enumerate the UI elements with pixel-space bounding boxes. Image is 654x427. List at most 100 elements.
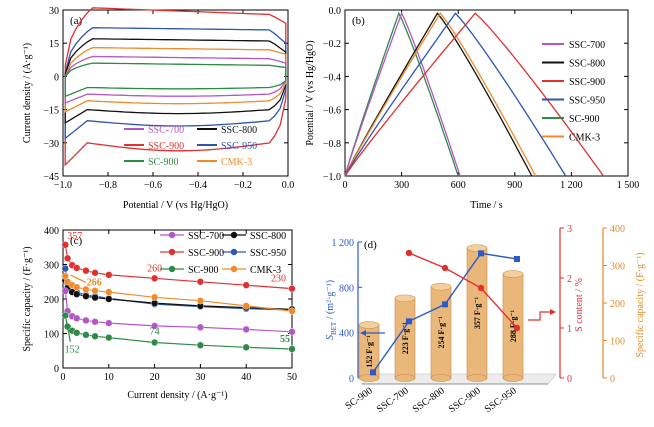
- gcd-xtick-label: 600: [451, 180, 466, 191]
- rate-point: [242, 325, 250, 333]
- capacity-bar-label: 223 F·g⁻¹: [401, 322, 410, 355]
- rate-legend-label: SSC-900: [188, 248, 224, 259]
- sbet-point: [478, 250, 484, 257]
- rate-point: [82, 316, 90, 324]
- capacity-tick-label: 300: [610, 262, 625, 273]
- bet-axis-label: SBET / (m²·g⁻¹): [325, 280, 338, 340]
- cv-legend-label: SSC-900: [148, 141, 184, 152]
- rate-legend-marker: [168, 248, 176, 256]
- cv-ytick-label: 15: [49, 39, 59, 50]
- cv-legend-label: SSC-700: [148, 125, 184, 136]
- rate-legend-marker: [230, 248, 238, 256]
- gcd-ytick-label: −1.0: [323, 172, 341, 183]
- rate-point: [91, 332, 99, 340]
- rate-legend-label: SSC-700: [188, 231, 224, 242]
- gcd-legend-label: SSC-900: [569, 77, 605, 88]
- rate-xtick-label: 0: [61, 372, 66, 383]
- sbet-point: [370, 369, 376, 376]
- rate-annotation: 266: [87, 277, 102, 288]
- rate-annotation: 152: [65, 345, 80, 356]
- category-label: SSC-900: [447, 385, 483, 415]
- rate-annotation: 55: [280, 334, 290, 345]
- cv-curve-cmk-3: [64, 46, 287, 113]
- rate-xtick-label: 40: [241, 372, 251, 383]
- cv-ytick-label: −30: [43, 139, 59, 150]
- cv-curve-ssc-950: [64, 27, 287, 140]
- rate-point: [151, 274, 159, 282]
- s-content-pointer-arrow: [528, 311, 552, 321]
- rate-annotation: 230: [271, 274, 286, 285]
- rate-point: [61, 287, 69, 295]
- rate-annotation: 260: [147, 263, 162, 274]
- cv-curve-ssc-800: [64, 38, 287, 125]
- rate-point: [105, 319, 113, 327]
- cv-xlabel: Potential / V (vs Hg/HgO): [123, 200, 228, 211]
- bet-tick-label: 1 200: [332, 238, 355, 249]
- rate-point: [61, 311, 69, 320]
- rate-ytick-label: 100: [44, 330, 59, 341]
- cv-ytick-label: −45: [43, 172, 59, 183]
- gcd-legend-label: SSC-800: [569, 59, 605, 70]
- capacity-tick-label: 400: [610, 224, 625, 235]
- rate-legend-label: SSC-800: [250, 231, 286, 242]
- cv-xtick-label: 0.0: [282, 180, 295, 191]
- capacity-bar-top: [430, 282, 452, 291]
- gcd-xtick-label: 0: [343, 180, 348, 191]
- capacity-tick-label: 200: [610, 299, 625, 310]
- rate-point: [288, 307, 296, 315]
- bet-pointer-head: [360, 330, 366, 336]
- cv-ylabel: Current density / (A·g⁻¹): [22, 43, 33, 143]
- rate-point: [288, 345, 296, 353]
- cv-legend-label: SSC-950: [221, 141, 257, 152]
- rate-point: [151, 338, 159, 347]
- rate-ytick-label: 300: [44, 261, 59, 272]
- rate-point: [105, 288, 113, 296]
- rate-point: [105, 295, 113, 303]
- rate-point: [196, 341, 205, 349]
- rate-legend-label: SSC-950: [250, 248, 286, 259]
- rate-point: [82, 285, 90, 293]
- rate-point: [91, 287, 99, 295]
- rate-point: [73, 264, 81, 272]
- gcd-panel-label: (b): [352, 15, 365, 27]
- cv-plot-frame: [62, 9, 289, 177]
- gcd-ytick-label: 0.0: [329, 6, 342, 17]
- capacity-bar-top: [394, 294, 416, 303]
- gcd-curve-sc-900: [344, 11, 459, 177]
- rate-panel-label: (c): [70, 235, 83, 247]
- bet-tick-label: 800: [339, 283, 354, 294]
- cv-xtick-label: −1.0: [54, 180, 72, 191]
- rate-arrow-266: [70, 274, 86, 283]
- cv-ytick-label: −15: [43, 106, 59, 117]
- capacity-bar-top: [466, 244, 488, 252]
- cv-legend-label: SC-900: [148, 157, 179, 168]
- rate-point: [61, 241, 69, 249]
- gcd-ylabel: Potential / V (vs Hg/HgO): [305, 40, 316, 145]
- capacity-bar-base: [502, 374, 524, 382]
- capacity-tick-label: 0: [610, 374, 615, 385]
- gcd-xtick-label: 1 500: [617, 180, 640, 191]
- bet-tick-label: 0: [349, 374, 354, 385]
- s-content-tick-label: 1: [567, 324, 572, 335]
- capacity-tick-label: 100: [610, 337, 625, 348]
- rate-ylabel: Specific capacity / (F·g⁻¹): [22, 246, 33, 351]
- s-content-pointer-head: [550, 309, 556, 315]
- cv-xtick-label: −0.4: [189, 180, 207, 191]
- rate-legend-marker: [230, 265, 238, 273]
- gcd-ytick-label: −0.8: [323, 139, 341, 150]
- bet-tick-label: 400: [339, 329, 354, 340]
- category-label: SSC-700: [375, 385, 411, 415]
- capacity-bar-label: 152 F·g⁻¹: [365, 335, 374, 368]
- capacity-bar-base: [466, 374, 488, 382]
- gcd-curve-ssc-950: [344, 12, 567, 177]
- rate-legend-marker: [230, 231, 238, 239]
- rate-legend-marker: [168, 231, 176, 239]
- rate-point: [242, 343, 250, 351]
- rate-line-sc-900: [64, 315, 293, 350]
- cv-ytick-label: 30: [49, 6, 59, 17]
- rate-xtick-label: 50: [287, 372, 297, 383]
- rate-arrow-152: [65, 319, 71, 342]
- category-label: SC-900: [343, 385, 374, 412]
- rate-point: [151, 293, 159, 301]
